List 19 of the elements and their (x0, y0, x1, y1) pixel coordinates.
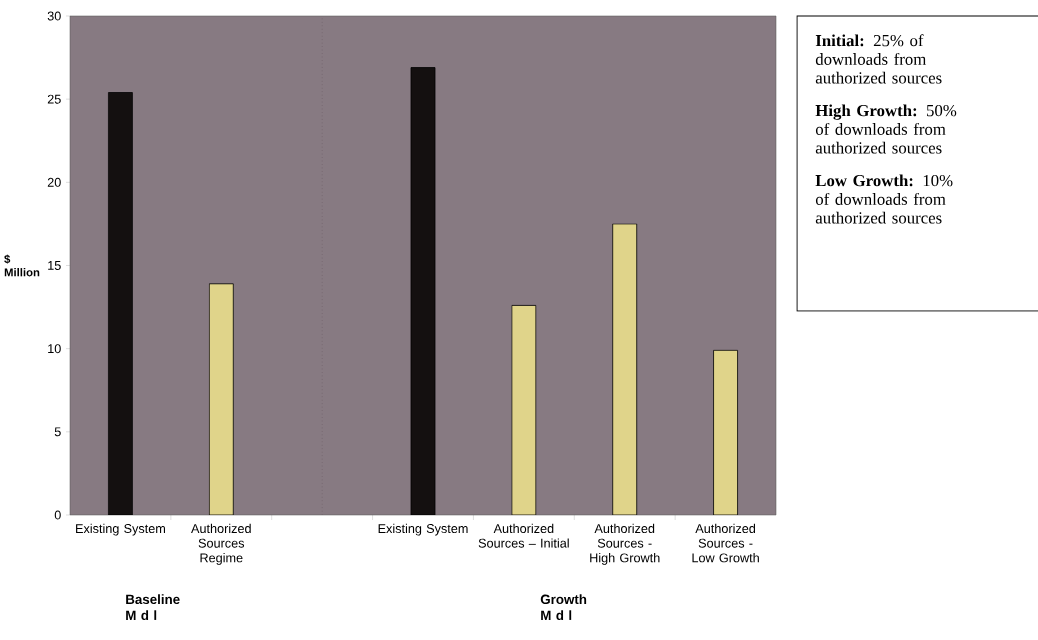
text: High Growth: 50% of downloads from authorized sources (815, 104, 957, 154)
x-tick-label: Authorized Sources - High Growth (590, 523, 660, 565)
x-tick-label: Existing System (76, 523, 165, 536)
y-axis-title: $ Million (4, 254, 40, 277)
x-tick-label: Authorized Sources - Low Growth (692, 523, 759, 563)
y-tick-label: 10 (48, 344, 61, 354)
text: Low Growth: 10% of downloads from authorized sources (815, 174, 953, 224)
y-tick-label: 25 (47, 94, 61, 104)
x-tick-label: Existing System (378, 523, 468, 536)
x-tick-label: Authorized Sources – Initial (478, 523, 569, 548)
text: Growth M d l (540, 594, 587, 621)
text: Baseline M d l (126, 594, 180, 621)
x-tick-label: Authorized Sources Regime (191, 523, 251, 565)
y-tick-label: 5 (54, 427, 61, 437)
y-tick-label: 30 (47, 11, 61, 21)
text: Initial: 25% of downloads from authorized sources (815, 34, 942, 84)
y-tick-label: 15 (48, 261, 61, 270)
y-tick-label: 0 (54, 510, 61, 520)
y-tick-label: 20 (47, 177, 61, 187)
